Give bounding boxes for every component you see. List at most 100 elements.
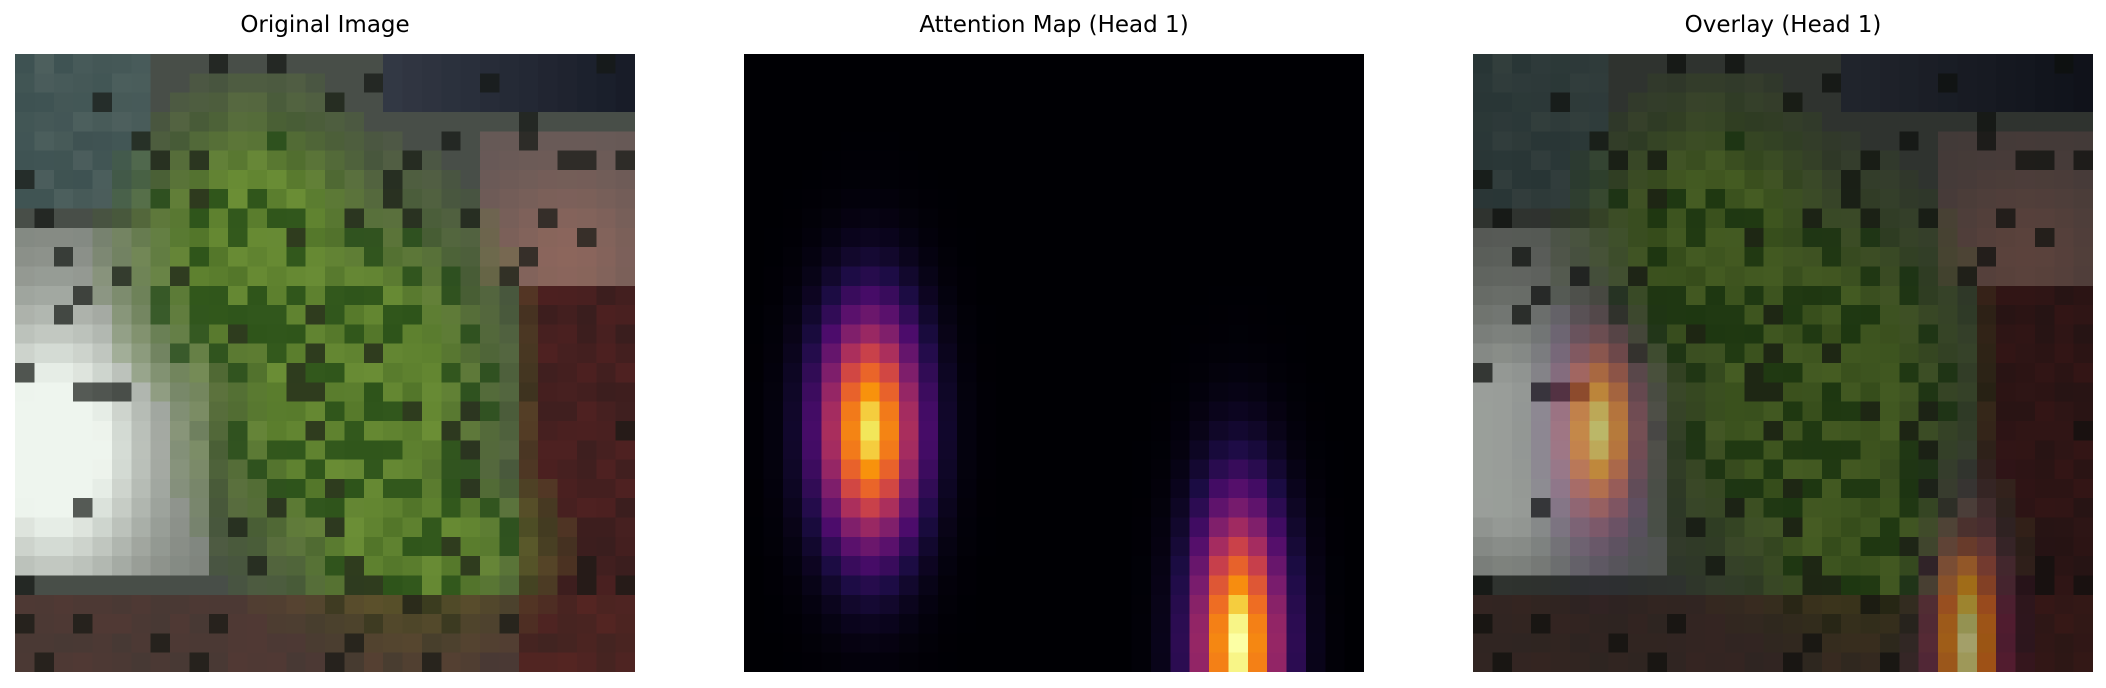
original-pixel xyxy=(170,459,190,480)
original-pixel xyxy=(228,652,248,672)
attention-pixel xyxy=(1170,150,1191,171)
original-pixel xyxy=(266,227,287,248)
overlay-pixel xyxy=(1976,324,1997,345)
overlay-pixel xyxy=(1589,247,1610,267)
attention-pixel xyxy=(1228,382,1249,403)
overlay-pixel xyxy=(1473,652,1493,672)
overlay-pixel xyxy=(1821,169,1842,190)
attention-pixel xyxy=(1189,594,1210,615)
original-pixel xyxy=(73,324,93,345)
original-pixel xyxy=(131,343,152,364)
attention-pixel xyxy=(782,420,803,441)
original-pixel xyxy=(15,324,35,345)
overlay-pixel xyxy=(1976,652,1997,672)
original-pixel xyxy=(247,478,268,499)
overlay-pixel xyxy=(1531,614,1551,634)
overlay-pixel xyxy=(1511,208,1532,229)
overlay-pixel xyxy=(1938,440,1958,460)
original-pixel xyxy=(480,92,500,113)
original-pixel xyxy=(111,343,132,364)
overlay-pixel xyxy=(1763,614,1784,634)
original-pixel xyxy=(615,459,635,480)
overlay-pixel xyxy=(2073,401,2093,422)
attention-pixel xyxy=(1054,208,1074,229)
overlay-pixel xyxy=(1860,208,1881,229)
overlay-pixel xyxy=(1550,498,1571,518)
overlay-pixel xyxy=(1996,498,2016,518)
original-pixel xyxy=(266,189,287,209)
original-pixel xyxy=(499,459,520,480)
attention-pixel xyxy=(918,150,939,171)
attention-pixel xyxy=(1073,614,1094,634)
original-pixel xyxy=(228,150,248,171)
original-pixel xyxy=(305,382,326,403)
attention-pixel xyxy=(1131,478,1152,499)
overlay-pixel xyxy=(1821,92,1842,113)
overlay-pixel xyxy=(1744,73,1765,94)
attention-pixel xyxy=(995,556,1016,576)
attention-pixel xyxy=(918,575,939,596)
overlay-pixel xyxy=(1860,73,1881,94)
overlay-pixel xyxy=(1763,169,1784,190)
original-pixel xyxy=(518,54,539,74)
attention-pixel xyxy=(1209,440,1229,460)
overlay-pixel xyxy=(1473,324,1493,345)
overlay-pixel xyxy=(1744,382,1765,403)
attention-pixel xyxy=(1228,208,1249,229)
overlay-pixel xyxy=(1550,111,1571,132)
attention-pixel xyxy=(937,420,958,441)
original-pixel xyxy=(111,401,132,422)
overlay-pixel xyxy=(1744,594,1765,615)
attention-pixel xyxy=(1170,614,1191,634)
attention-pixel xyxy=(899,633,919,654)
attention-pixel xyxy=(918,189,939,209)
attention-pixel xyxy=(1209,247,1229,267)
overlay-pixel xyxy=(1492,305,1513,325)
overlay-pixel xyxy=(1511,92,1532,113)
original-pixel xyxy=(557,363,578,383)
original-pixel xyxy=(344,536,365,557)
overlay-pixel xyxy=(2034,247,2055,267)
attention-pixel xyxy=(1325,131,1346,151)
original-pixel xyxy=(441,54,462,74)
attention-pixel xyxy=(1305,131,1326,151)
attention-pixel xyxy=(1267,169,1287,190)
attention-pixel xyxy=(1267,536,1287,557)
original-pixel xyxy=(305,594,326,615)
original-pixel xyxy=(576,131,597,151)
original-pixel xyxy=(247,517,268,538)
attention-pixel xyxy=(821,440,842,460)
attention-pixel xyxy=(1344,189,1364,209)
overlay-pixel xyxy=(1473,266,1493,287)
original-pixel xyxy=(131,363,152,383)
attention-pixel xyxy=(763,382,784,403)
original-pixel xyxy=(189,54,210,74)
attention-pixel xyxy=(1228,227,1249,248)
attention-pixel xyxy=(937,478,958,499)
attention-pixel xyxy=(860,517,881,538)
original-pixel xyxy=(441,324,462,345)
original-pixel xyxy=(441,382,462,403)
original-pixel xyxy=(615,92,635,113)
attention-pixel xyxy=(1267,111,1287,132)
overlay-pixel xyxy=(1860,131,1881,151)
attention-pixel xyxy=(1170,363,1191,383)
attention-pixel xyxy=(899,459,919,480)
attention-pixel xyxy=(1286,54,1307,74)
overlay-pixel xyxy=(1705,285,1726,306)
overlay-pixel xyxy=(1666,208,1687,229)
original-pixel xyxy=(421,111,442,132)
original-image xyxy=(15,54,635,672)
overlay-pixel xyxy=(1938,498,1958,518)
overlay-pixel xyxy=(1763,517,1784,538)
original-pixel xyxy=(286,440,307,460)
original-pixel xyxy=(305,189,326,209)
overlay-pixel xyxy=(1628,247,1648,267)
attention-pixel xyxy=(744,92,764,113)
attention-pixel xyxy=(1344,440,1364,460)
overlay-pixel xyxy=(1473,285,1493,306)
original-pixel xyxy=(576,111,597,132)
original-pixel xyxy=(538,652,558,672)
overlay-pixel xyxy=(1821,517,1842,538)
original-pixel xyxy=(170,536,190,557)
